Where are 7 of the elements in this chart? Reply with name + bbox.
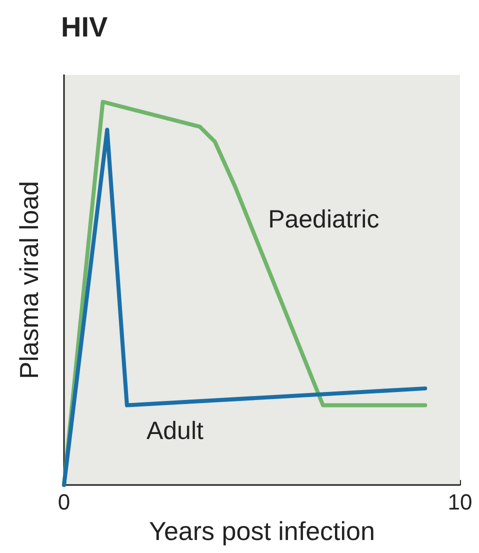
- x-tick-label: 0: [58, 490, 70, 514]
- chart-title: HIV: [61, 12, 108, 42]
- y-axis-title: Plasma viral load: [14, 181, 44, 379]
- x-tick-label: 10: [448, 490, 472, 514]
- series-label: Adult: [146, 416, 204, 445]
- x-axis-title: Years post infection: [149, 516, 375, 546]
- series-label: Paediatric: [268, 206, 380, 234]
